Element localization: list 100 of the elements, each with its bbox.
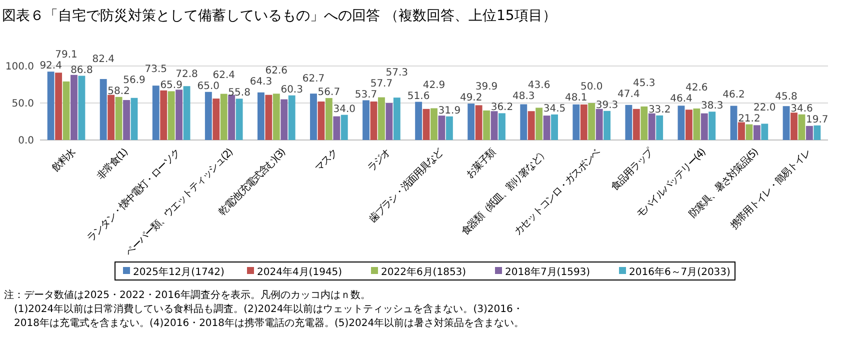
bar <box>55 72 62 140</box>
bar <box>572 104 580 140</box>
x-tick-label: ラジオ <box>366 147 393 174</box>
bar <box>738 122 745 140</box>
bar <box>693 108 700 140</box>
bar <box>130 98 138 140</box>
data-label: 58.2 <box>108 86 130 97</box>
bar <box>640 106 648 140</box>
bar <box>678 106 685 140</box>
bar <box>183 86 190 140</box>
legend-label: 2018年7月(1593) <box>505 266 590 278</box>
data-label: 60.3 <box>280 84 303 96</box>
bar <box>47 72 54 140</box>
text: (1)2024年以前は日常消費している食料品も調査。(2)2024年以前はウェットティッシュを含まない。(3)2016・2018年は充電式を含まない。(4)2016・2018年は携帯電話の充電器。(5)2024年以前は暑さ対策品を含まない。 <box>14 303 524 329</box>
data-label: 56.7 <box>318 87 340 98</box>
y-tick-label: 0.0 <box>18 136 34 146</box>
bar <box>790 112 798 140</box>
bar <box>498 113 506 140</box>
data-label: 48.1 <box>565 92 588 104</box>
data-label: 86.8 <box>70 64 93 76</box>
data-label: 92.4 <box>40 60 62 72</box>
text: 注：データ数値は2025・2022・2016年調査分を表示。凡例のカッコ内はｎ数。 <box>4 289 370 301</box>
bar <box>212 98 220 140</box>
data-label: 22.0 <box>754 102 776 114</box>
data-label: 21.2 <box>738 113 760 124</box>
bar <box>656 115 664 140</box>
bar <box>318 102 325 140</box>
bar <box>632 108 640 140</box>
bar <box>378 97 385 140</box>
x-tick-label: 食品用ラップ <box>608 145 657 194</box>
bar <box>280 99 288 140</box>
bar <box>625 104 632 140</box>
x-tick-label: お菓子類 <box>464 146 498 181</box>
legend-label: 2016年6～7月(2033) <box>629 266 731 278</box>
data-label: 45.3 <box>633 78 656 89</box>
bar <box>543 116 550 140</box>
bar <box>220 94 228 140</box>
data-label: 65.0 <box>197 80 220 92</box>
data-label: 57.3 <box>386 67 408 78</box>
bar <box>160 90 168 140</box>
bar <box>746 124 753 140</box>
bar <box>685 110 692 140</box>
data-label: 55.8 <box>228 88 250 99</box>
data-label: 36.2 <box>490 102 514 114</box>
bar <box>176 90 183 140</box>
bar <box>204 92 212 140</box>
bar <box>536 108 543 140</box>
data-label: 38.3 <box>700 100 724 112</box>
bar <box>257 92 264 140</box>
bar <box>393 98 400 140</box>
bar <box>483 110 490 140</box>
data-label: 34.5 <box>543 103 566 114</box>
bar <box>814 125 821 140</box>
data-label: 34.0 <box>333 104 356 115</box>
legend-label: 2022年6月(1853) <box>381 266 466 278</box>
data-label: 46.2 <box>722 90 745 101</box>
bar <box>520 104 528 140</box>
bar <box>551 114 558 140</box>
bar <box>730 106 738 140</box>
bar <box>123 100 130 140</box>
data-label: 33.2 <box>648 104 671 116</box>
data-label: 48.3 <box>512 91 535 102</box>
bar <box>236 98 243 140</box>
chart-title: 図表６「自宅で防災対策として備蓄しているもの」への回答 （複数回答、上位15項目） <box>2 8 556 24</box>
bar <box>782 106 790 140</box>
bar <box>340 114 348 140</box>
bar <box>580 104 588 140</box>
bar <box>422 108 430 140</box>
data-label: 45.8 <box>775 91 798 102</box>
data-label: 46.4 <box>670 93 692 104</box>
bar <box>761 124 768 140</box>
bar <box>475 105 482 140</box>
bar <box>370 102 378 140</box>
data-label: 64.3 <box>250 76 272 88</box>
data-label: 43.6 <box>528 80 550 92</box>
data-label: 49.2 <box>460 92 482 104</box>
bar <box>70 74 78 140</box>
bar <box>115 96 122 140</box>
bar <box>798 114 806 140</box>
bar <box>362 100 370 140</box>
bar <box>708 112 716 140</box>
bar <box>753 125 760 140</box>
bar <box>228 94 236 140</box>
data-label: 72.8 <box>176 69 198 80</box>
bar <box>490 111 498 140</box>
data-label: 82.4 <box>92 54 114 65</box>
bar <box>310 94 317 140</box>
bar <box>806 126 813 140</box>
y-tick-label: 50.0 <box>12 98 34 110</box>
bar <box>588 103 596 140</box>
bar <box>108 94 115 140</box>
bar <box>265 94 272 140</box>
y-tick-label: 100.0 <box>5 62 34 72</box>
data-label: 62.7 <box>302 73 325 84</box>
data-label: 56.9 <box>123 74 146 86</box>
x-tick-label: 非常食(1) <box>94 146 131 182</box>
x-tick-label: マスク <box>313 147 340 174</box>
data-label: 34.6 <box>790 103 813 114</box>
bar <box>288 95 296 140</box>
bar <box>604 110 611 140</box>
